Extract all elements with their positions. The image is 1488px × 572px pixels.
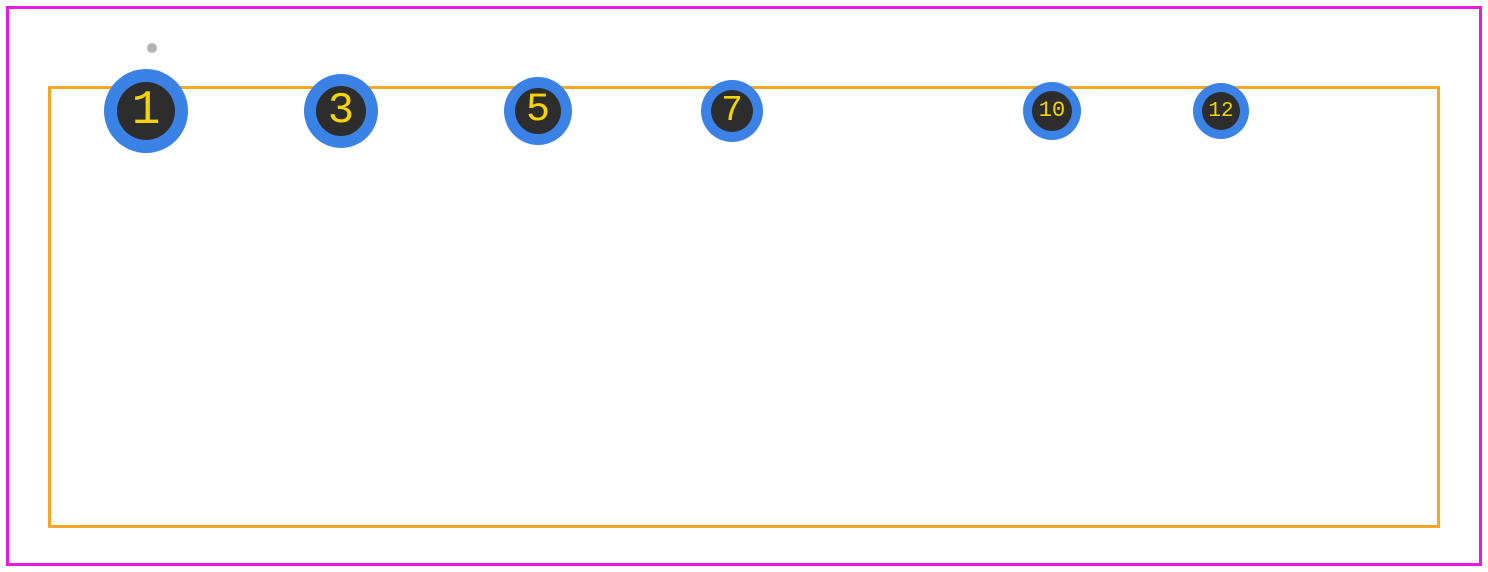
pin-5-core: 5 xyxy=(515,88,561,134)
pin-7: 7 xyxy=(701,80,763,142)
pin-10-label: 10 xyxy=(1039,100,1065,122)
pin-10-core: 10 xyxy=(1032,91,1072,131)
pin-12-core: 12 xyxy=(1202,92,1240,130)
pin-1: 1 xyxy=(104,69,188,153)
diagram-inner-boundary xyxy=(48,86,1440,528)
pin-12: 12 xyxy=(1193,83,1249,139)
pin-1-label: 1 xyxy=(132,87,161,135)
pin-7-label: 7 xyxy=(721,93,743,129)
pin-1-core: 1 xyxy=(117,82,175,140)
pin-10: 10 xyxy=(1023,82,1081,140)
pin-3: 3 xyxy=(304,74,378,148)
pin-12-label: 12 xyxy=(1208,101,1233,122)
pin-5-label: 5 xyxy=(526,91,550,131)
pin-3-label: 3 xyxy=(328,89,354,133)
pin-3-core: 3 xyxy=(316,86,366,136)
pin-5: 5 xyxy=(504,77,572,145)
pin-7-core: 7 xyxy=(711,90,753,132)
pin1-reference-dot xyxy=(147,43,157,53)
